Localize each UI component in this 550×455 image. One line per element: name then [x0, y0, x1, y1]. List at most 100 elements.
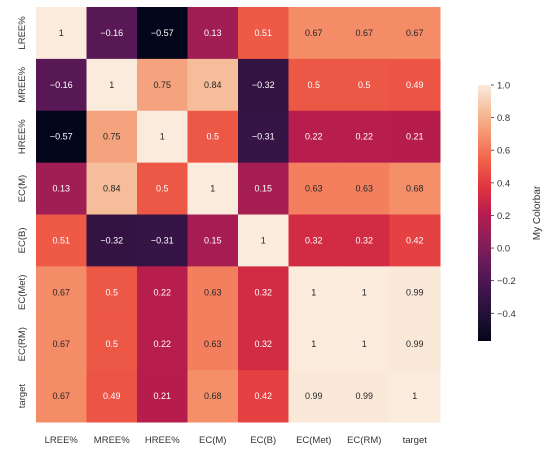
y-tick-label: LREE%: [17, 16, 28, 50]
cell-value-label: 0.21: [153, 391, 171, 401]
heatmap-cell: [36, 58, 87, 112]
heatmap-cell: [389, 318, 441, 371]
colorbar-tick-label: 1.0: [497, 81, 510, 92]
heatmap-cell: [238, 110, 289, 164]
colorbar-tick-label: 0.2: [497, 211, 510, 222]
heatmap-cell: [36, 162, 87, 215]
cell-value-label: 0.99: [305, 391, 323, 401]
cell-value-label: 0.67: [355, 28, 373, 38]
heatmap-cell: [288, 58, 340, 112]
heatmap-cell: [86, 370, 138, 423]
heatmap-cell: [288, 318, 340, 371]
cell-value-label: 0.22: [305, 132, 323, 142]
cell-value-label: 0.5: [307, 80, 320, 90]
x-tick-label: HREE%: [145, 435, 180, 446]
heatmap-cells: 1 −0.16 −0.57 0.13 0.51 0.67 0.67 0.67−0.16 1 0.7…: [36, 7, 441, 423]
heatmap-cell: [339, 162, 390, 215]
heatmap-cell: [389, 162, 441, 215]
cell-value-label: 0.22: [153, 287, 171, 297]
heatmap-cell: [187, 318, 239, 371]
colorbar-ticks: 1.0 0.8 0.6 0.4 0.2 0.0 −0.2 −0.4: [491, 81, 516, 320]
cell-value-label: 1: [362, 287, 367, 297]
cell-value-label: 1: [311, 339, 316, 349]
colorbar: 1.0 0.8 0.6 0.4 0.2 0.0 −0.2 −0.4 My Colorbar: [478, 81, 543, 341]
cell-value-label: 0.68: [204, 391, 222, 401]
heatmap-cell: [86, 58, 138, 112]
heatmap-cell: [187, 162, 239, 215]
cell-value-label: 1: [109, 80, 114, 90]
heatmap-cell: [187, 370, 239, 423]
heatmap-cell: [36, 370, 87, 423]
y-tick-label: HREE%: [17, 119, 28, 154]
heatmap-cell: [238, 318, 289, 371]
heatmap-cell: [238, 214, 289, 267]
cell-value-label: 0.5: [105, 287, 118, 297]
heatmap-cell: [187, 110, 239, 164]
heatmap-cell: [339, 370, 390, 423]
cell-value-label: 0.42: [254, 391, 272, 401]
heatmap-cell: [36, 266, 87, 319]
cell-value-label: 0.75: [103, 132, 121, 142]
x-axis-tick-labels: LREE% MREE% HREE% EC(M) EC(B) EC(Met) EC(RM) ta…: [45, 435, 428, 446]
x-tick-label: LREE%: [45, 435, 79, 446]
cell-value-label: 0.32: [254, 339, 272, 349]
cell-value-label: 0.49: [103, 391, 121, 401]
x-tick-label: EC(Met): [296, 435, 331, 446]
heatmap-cell: [36, 318, 87, 371]
x-tick-label: EC(M): [199, 435, 226, 446]
cell-value-label: −0.16: [100, 28, 123, 38]
cell-value-label: 0.99: [355, 391, 373, 401]
colorbar-gradient: [478, 85, 491, 341]
heatmap-cell: [389, 266, 441, 319]
heatmap-cell: [389, 214, 441, 267]
heatmap-cell: [339, 110, 390, 164]
cell-value-label: 0.84: [103, 184, 121, 194]
cell-value-label: 0.5: [156, 184, 169, 194]
cell-value-label: 0.84: [204, 80, 222, 90]
cell-value-label: 0.13: [204, 28, 222, 38]
cell-value-label: 0.49: [406, 80, 424, 90]
cell-value-label: −0.32: [100, 235, 123, 245]
cell-value-label: −0.32: [252, 80, 275, 90]
cell-value-label: 0.67: [406, 28, 424, 38]
heatmap-cell: [339, 214, 390, 267]
heatmap-cell: [389, 58, 441, 112]
heatmap-cell: [86, 318, 138, 371]
heatmap-cell: [86, 266, 138, 319]
cell-value-label: −0.31: [151, 235, 174, 245]
y-tick-label: EC(M): [17, 175, 28, 202]
heatmap-cell: [389, 370, 441, 423]
heatmap-cell: [339, 266, 390, 319]
cell-value-label: 0.5: [358, 80, 371, 90]
heatmap-cell: [238, 266, 289, 319]
heatmap-cell: [36, 110, 87, 164]
heatmap-cell: [36, 214, 87, 267]
cell-value-label: 0.21: [406, 132, 424, 142]
cell-value-label: 0.99: [406, 287, 424, 297]
heatmap-cell: [288, 7, 340, 60]
heatmap-cell: [288, 370, 340, 423]
x-tick-label: target: [403, 435, 428, 446]
cell-value-label: 0.67: [52, 287, 70, 297]
heatmap-cell: [137, 266, 188, 319]
cell-value-label: 0.67: [52, 339, 70, 349]
heatmap-cell: [339, 7, 390, 60]
y-tick-label: EC(B): [17, 228, 28, 254]
cell-value-label: 0.15: [254, 184, 272, 194]
cell-value-label: 0.15: [204, 235, 222, 245]
cell-value-label: 0.22: [153, 339, 171, 349]
heatmap-cell: [86, 162, 138, 215]
heatmap-cell: [187, 7, 239, 60]
heatmap-cell: [288, 110, 340, 164]
x-tick-label: MREE%: [94, 435, 130, 446]
cell-value-label: −0.31: [252, 132, 275, 142]
cell-value-label: 1: [59, 28, 64, 38]
y-tick-label: target: [17, 384, 28, 409]
cell-value-label: 1: [160, 132, 165, 142]
cell-value-label: 0.75: [153, 80, 171, 90]
y-tick-label: EC(RM): [17, 327, 28, 361]
heatmap-cell: [187, 266, 239, 319]
cell-value-label: 1: [362, 339, 367, 349]
heatmap-cell: [137, 370, 188, 423]
cell-value-label: 0.32: [305, 235, 323, 245]
